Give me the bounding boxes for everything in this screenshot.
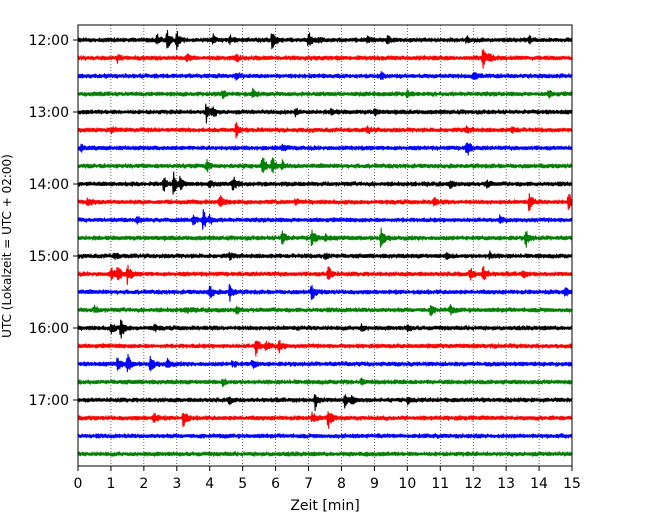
trace-row-1300: [77, 103, 573, 124]
trace-row-1215: [77, 49, 573, 69]
trace-row-1345: [77, 157, 573, 174]
x-tick-label-8: 8: [337, 476, 346, 492]
y-tick-label-1500: 15:00: [29, 249, 69, 265]
trace-row-1330: [77, 142, 573, 156]
y-axis-ticks: 12:00 13:00 14:00 15:00 16:00 17:00: [29, 33, 78, 409]
trace-row-1500: [77, 250, 573, 261]
x-axis-label: Zeit [min]: [290, 498, 359, 514]
trace-row-1545: [77, 304, 573, 317]
y-axis-label: UTC (Lokalzeit = UTC + 02:00): [0, 154, 14, 338]
trace-row-1730: [77, 433, 573, 439]
x-tick-label-11: 11: [431, 476, 449, 492]
trace-row-1600: [77, 319, 573, 339]
y-tick-label-1700: 17:00: [29, 393, 69, 409]
x-tick-label-3: 3: [172, 476, 181, 492]
x-tick-label-5: 5: [238, 476, 247, 492]
trace-row-1530: [77, 283, 573, 302]
x-tick-label-9: 9: [370, 476, 379, 492]
trace-row-1245: [77, 87, 573, 99]
trace-row-1315: [77, 121, 573, 139]
x-tick-label-7: 7: [304, 476, 313, 492]
plot-frame: [77, 24, 573, 467]
x-tick-label-6: 6: [271, 476, 280, 492]
y-tick-label-1200: 12:00: [29, 33, 69, 49]
trace-row-1630: [77, 353, 573, 373]
trace-row-1200: [77, 29, 573, 51]
x-tick-label-2: 2: [139, 476, 148, 492]
x-tick-label-1: 1: [106, 476, 115, 492]
trace-row-1430: [77, 208, 573, 230]
x-tick-label-13: 13: [497, 476, 515, 492]
trace-row-1715: [77, 411, 573, 430]
x-tick-label-15: 15: [563, 476, 581, 492]
y-tick-label-1600: 16:00: [29, 321, 69, 337]
trace-row-1400: [77, 171, 573, 195]
trace-row-1515: [77, 264, 573, 285]
trace-row-1700: [77, 394, 573, 412]
trace-row-1645: [77, 377, 573, 387]
seismogram-traces: [77, 29, 573, 457]
x-tick-label-4: 4: [205, 476, 214, 492]
trace-row-1415: [77, 193, 573, 212]
x-tick-label-10: 10: [398, 476, 416, 492]
y-tick-label-1400: 14:00: [29, 177, 69, 193]
trace-row-1615: [77, 339, 573, 357]
y-tick-label-1300: 13:00: [29, 105, 69, 121]
trace-row-1230: [77, 70, 573, 81]
trace-row-1445: [77, 227, 573, 248]
trace-row-1745: [77, 451, 573, 457]
x-tick-label-14: 14: [530, 476, 548, 492]
x-tick-label-12: 12: [464, 476, 482, 492]
x-axis-ticks: 0 1 2 3 4 5 6 7 8 9 10 11 12 13 14 15: [74, 466, 581, 492]
x-tick-label-0: 0: [74, 476, 83, 492]
